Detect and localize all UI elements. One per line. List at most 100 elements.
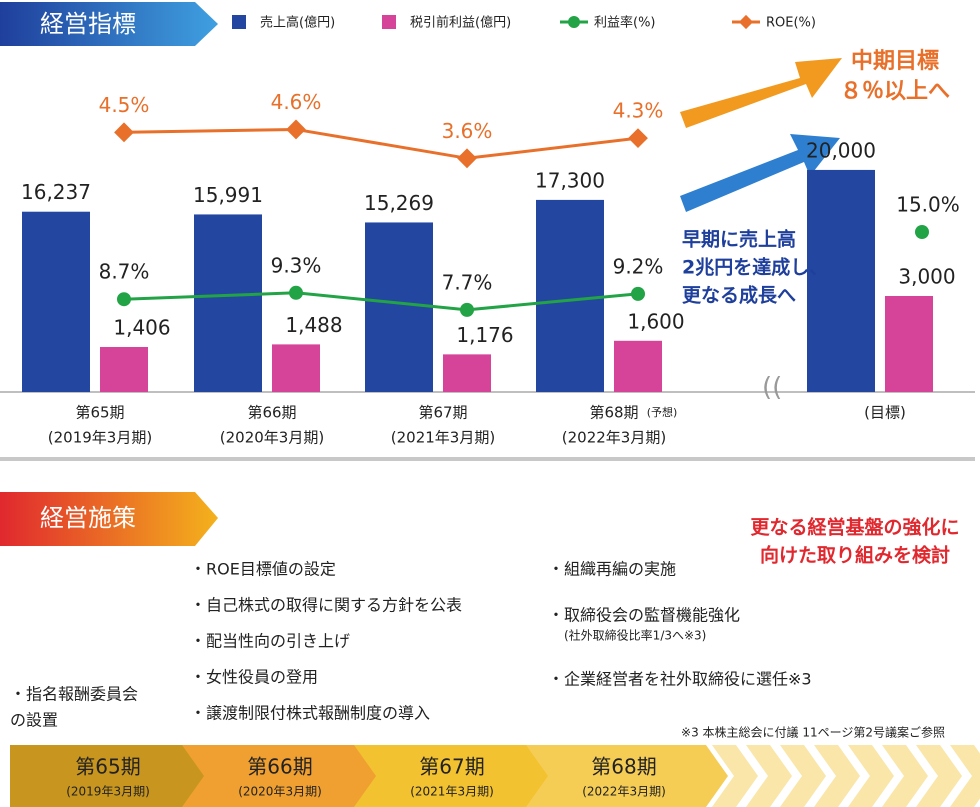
section-title: 経営施策 (40, 504, 136, 532)
legend-swatch (382, 15, 396, 29)
timeline-chevron (882, 745, 928, 807)
bar (807, 169, 875, 392)
data-label: 3.6% (442, 119, 493, 143)
legend-marker (738, 14, 754, 30)
annotation: 中期目標 (851, 49, 939, 74)
x-tick-sublabel: (2019年3月期) (48, 429, 152, 447)
timeline-label: 第65期 (75, 755, 140, 779)
timeline-label: 第66期 (247, 755, 312, 779)
annotation: 2兆円を達成し、 (682, 256, 828, 279)
marker (289, 285, 303, 300)
annotation: 更なる成長へ (682, 284, 796, 307)
data-label: 4.3% (613, 99, 664, 123)
timeline-chevron (950, 745, 980, 807)
timeline-label: 第68期 (591, 755, 656, 779)
data-label: 16,237 (21, 180, 91, 204)
timeline-period: (2020年3月期) (238, 785, 322, 799)
x-tick-sublabel: (2022年3月期) (562, 429, 666, 447)
data-label: 17,300 (535, 168, 605, 192)
x-tick-sublabel: (2020年3月期) (220, 429, 324, 447)
policy-item: の設置 (10, 711, 58, 730)
policy-item: ・組織再編の実施 (548, 560, 676, 579)
note: 向けた取り組みを検討 (760, 544, 950, 567)
bar (194, 214, 262, 392)
note: 更なる経営基盤の強化に (750, 516, 959, 539)
policy-item: ・女性役員の登用 (190, 668, 318, 687)
timeline-period: (2021年3月期) (410, 785, 494, 799)
annotation: ８％以上へ (840, 79, 950, 104)
legend-label: 利益率(%) (594, 15, 656, 31)
timeline-segment (182, 745, 384, 807)
policy-sub: (社外取締役比率1/3へ※3) (564, 628, 706, 643)
legend-label: 売上高(億円) (260, 15, 335, 31)
legend-swatch (232, 15, 246, 29)
data-label: 1,406 (113, 316, 170, 340)
footnote: ※3 本株主総会に付議 11ページ第2号議案ご参照 (681, 725, 945, 740)
bar (443, 354, 491, 392)
timeline-segment (10, 745, 212, 807)
data-label: 8.7% (99, 260, 150, 284)
bar (22, 211, 90, 392)
data-label: 1,488 (285, 313, 342, 337)
x-tick-sublabel: (2021年3月期) (391, 429, 495, 447)
policy-item: ・指名報酬委員会 (10, 685, 138, 704)
marker (628, 128, 648, 148)
timeline-chevron (746, 745, 792, 807)
data-label: 1,600 (627, 309, 684, 333)
line (123, 127, 639, 160)
timeline-segment (354, 745, 556, 807)
marker (915, 225, 929, 239)
timeline-period: (2022年3月期) (582, 785, 666, 799)
bar (365, 222, 433, 392)
marker (460, 302, 474, 317)
data-label: 4.5% (99, 93, 150, 117)
timeline-chevron (780, 745, 826, 807)
bar (536, 199, 604, 392)
timeline-chevron (712, 745, 758, 807)
data-label: 3,000 (898, 265, 955, 289)
line (123, 291, 639, 312)
data-label: 1,176 (456, 323, 513, 347)
timeline-chevron (848, 745, 894, 807)
section-title: 経営指標 (40, 10, 136, 38)
timeline-segment (526, 745, 728, 807)
marker (457, 148, 477, 169)
data-label: 7.7% (442, 270, 493, 294)
data-label: 20,000 (806, 138, 876, 162)
bar (614, 340, 662, 392)
data-label: 15,269 (364, 191, 434, 215)
policy-item: ・取締役会の監督機能強化 (548, 606, 740, 625)
section-banner (0, 2, 218, 46)
legend-label: ROE(%) (766, 16, 816, 31)
timeline: 第65期 (2019年3月期) 第66期 (2020年3月期) 第67期 (2021年3月… (10, 745, 980, 807)
timeline-chevron (814, 745, 860, 807)
axis-break: (( (762, 373, 782, 403)
marker (631, 286, 645, 301)
data-label: 15.0% (896, 193, 960, 217)
marker (114, 122, 134, 143)
legend-marker (568, 16, 580, 28)
data-label: 4.6% (271, 90, 322, 114)
x-tick-note: (予想) (647, 405, 678, 419)
x-tick-label: (目標) (864, 404, 906, 422)
x-tick-label: 第65期 (75, 404, 124, 422)
arrow (680, 58, 842, 128)
policy-item: ・配当性向の引き上げ (190, 632, 350, 651)
policy-item: ・企業経営者を社外取締役に選任※3 (548, 670, 812, 689)
data-label: 15,991 (193, 183, 263, 207)
annotation: 早期に売上高 (682, 228, 796, 251)
bar (885, 296, 933, 392)
x-tick-label: 第66期 (247, 404, 296, 422)
policy-item: ・ROE目標値の設定 (190, 560, 336, 579)
data-label: 9.3% (271, 253, 322, 277)
bar (100, 347, 148, 392)
timeline-chevron (916, 745, 962, 807)
timeline-period: (2019年3月期) (66, 785, 150, 799)
section-banner (0, 492, 218, 546)
policy-item: ・譲渡制限付株式報酬制度の導入 (190, 704, 430, 723)
data-label: 9.2% (613, 254, 664, 278)
arrow (680, 134, 840, 212)
x-tick-label: 第68期 (589, 404, 638, 422)
timeline-label: 第67期 (419, 755, 484, 779)
